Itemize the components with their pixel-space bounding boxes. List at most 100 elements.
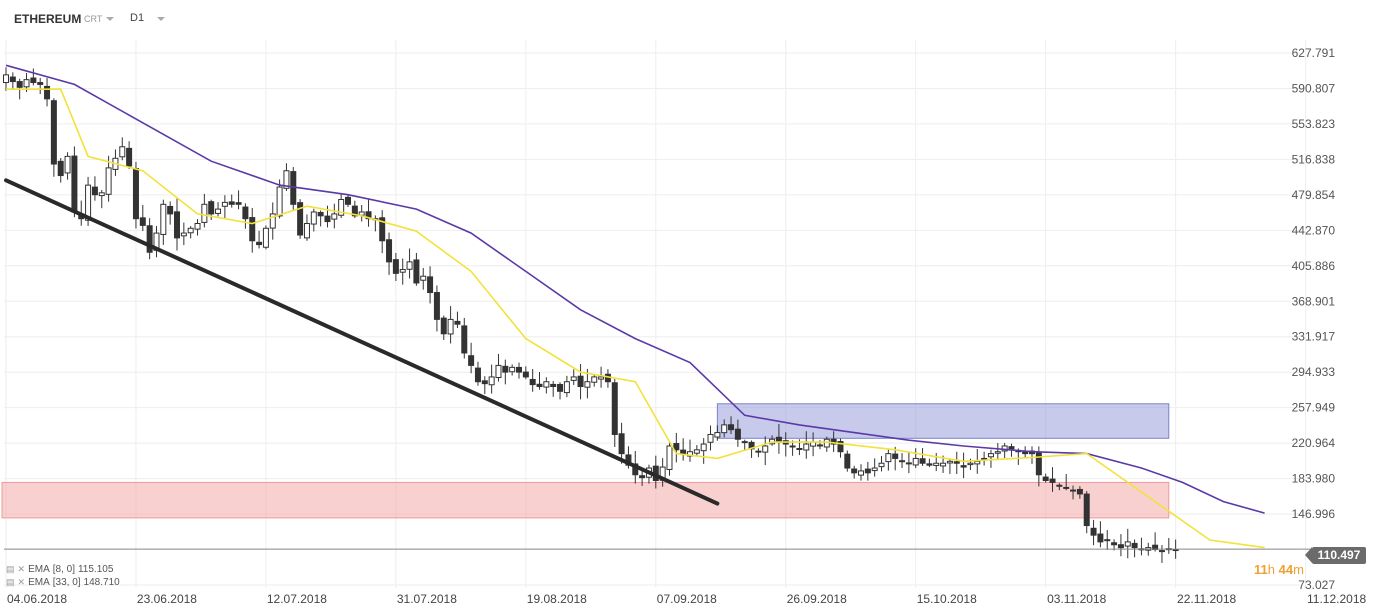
date-tick-label: 19.08.2018: [527, 592, 587, 606]
candle-body-bull: [269, 213, 276, 229]
candle: [221, 195, 228, 219]
candle: [1001, 443, 1008, 459]
candle: [1029, 446, 1035, 464]
legend-ema-slow[interactable]: ▤ ✕ EMA [33, 0] 148.710: [6, 576, 120, 589]
chart-header: ETHEREUM CRT D1: [0, 0, 1380, 38]
candle-body-bear: [1104, 539, 1111, 542]
candle: [905, 452, 912, 474]
price-tick-label: 516.838: [1292, 152, 1336, 166]
candle: [680, 438, 687, 461]
candle: [433, 285, 440, 332]
close-icon[interactable]: ✕: [17, 577, 26, 587]
time-axis[interactable]: 04.06.2018 23.06.2018 12.07.2018 31.07.2018…: [7, 592, 1367, 606]
candle: [447, 306, 454, 344]
candle-body-bull: [420, 275, 427, 281]
candle: [563, 375, 570, 398]
candle-body-bull: [762, 445, 769, 453]
candle: [242, 203, 249, 229]
settings-icon[interactable]: ▤: [6, 577, 15, 587]
legend-label: EMA: [28, 577, 50, 588]
candle: [420, 267, 427, 290]
candle: [1111, 539, 1118, 551]
candle: [187, 226, 194, 239]
timeframe-selector[interactable]: D1: [130, 12, 145, 24]
settings-icon[interactable]: ▤: [6, 564, 15, 574]
candle-body-bear: [899, 460, 906, 463]
candle-body-bear: [926, 463, 933, 466]
candle: [44, 78, 51, 107]
date-tick-label: 23.06.2018: [137, 592, 197, 606]
symbol-label[interactable]: ETHEREUM: [14, 12, 82, 26]
price-tick-label: 183.980: [1292, 472, 1336, 486]
candle: [803, 431, 810, 459]
candle-body-bull: [85, 184, 92, 221]
candle-body-bull: [488, 376, 495, 386]
candle-body-bear: [837, 441, 844, 453]
candle-body-bear: [461, 325, 468, 354]
candle: [885, 448, 892, 471]
candle-body-bull: [331, 213, 338, 220]
candle-body-bull: [262, 227, 269, 248]
candle-body-bear: [71, 155, 78, 213]
candle-body-bear: [16, 81, 23, 88]
candle: [837, 438, 844, 458]
candle: [297, 199, 304, 239]
price-tick-label: 479.854: [1292, 188, 1336, 202]
candle: [338, 193, 345, 219]
candle-body-bear: [734, 428, 741, 440]
candle-body-bear: [91, 186, 98, 196]
candle: [516, 362, 522, 379]
price-tick-label: 442.870: [1292, 223, 1336, 237]
candle-body-bear: [208, 201, 215, 215]
price-axis[interactable]: 627.791 590.807 553.823 516.838 479.854 442.8…: [1292, 46, 1336, 592]
candle-body-bull: [967, 462, 974, 466]
candle-body-bear: [864, 468, 871, 474]
candle-body-bear: [1158, 550, 1165, 553]
candle-body-bear: [167, 205, 174, 215]
countdown-m-unit: m: [1293, 562, 1304, 577]
candle: [1165, 538, 1172, 554]
candle: [317, 210, 324, 227]
candle: [413, 252, 420, 286]
candle-body-bull: [399, 269, 406, 273]
candle-body-bull: [276, 186, 283, 217]
price-tick-label: 331.917: [1292, 330, 1336, 344]
candle: [899, 453, 906, 469]
candle: [981, 451, 988, 466]
candle-body-bull: [64, 155, 71, 174]
candle-body-bull: [1124, 541, 1131, 547]
candle: [823, 436, 830, 452]
candle: [249, 208, 256, 253]
candle-body-bear: [365, 211, 372, 220]
candle: [1035, 446, 1042, 487]
candle-body-bear: [618, 433, 625, 455]
candle-body-bear: [235, 202, 242, 205]
candle: [570, 369, 577, 385]
close-icon[interactable]: ✕: [17, 564, 26, 574]
candle-body-bear: [550, 383, 557, 388]
candle: [858, 464, 864, 481]
candle-body-bear: [317, 211, 324, 217]
candle-body-bear: [844, 453, 851, 469]
current-price-badge: 110.497: [1305, 547, 1366, 564]
candle: [495, 353, 502, 382]
legend-value: 148.710: [83, 577, 120, 588]
candle-body-bear: [516, 366, 522, 373]
timeframe-caret-icon[interactable]: [157, 17, 165, 21]
candle: [755, 448, 762, 458]
legend-ema-fast[interactable]: ▤ ✕ EMA [8, 0] 115.105: [6, 563, 120, 576]
candle: [146, 218, 153, 260]
candle: [50, 98, 57, 177]
chart-type-selector[interactable]: CRT: [84, 14, 103, 24]
chart-type-caret-icon[interactable]: [106, 17, 114, 21]
candle-body-bull: [495, 364, 502, 379]
candle: [331, 203, 338, 229]
descending-trendline[interactable]: [4, 178, 720, 506]
candle: [789, 440, 796, 456]
candle: [714, 425, 721, 441]
trendline: [4, 178, 720, 506]
candle-body-bear: [830, 438, 837, 445]
candle-body-bear: [413, 259, 420, 284]
candle: [1042, 473, 1049, 483]
